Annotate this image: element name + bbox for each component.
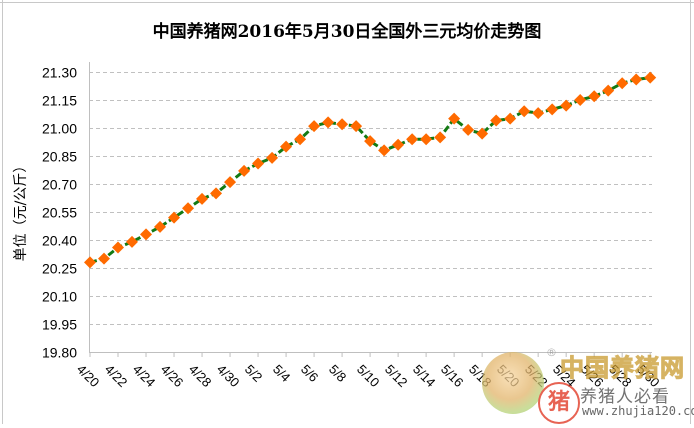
y-axis-tick-labels: 19.80 19.95 20.10 20.25 20.40 20.55 20.70 20.85… bbox=[42, 65, 77, 361]
y-tick-label: 21.15 bbox=[42, 93, 77, 109]
data-point-marker bbox=[350, 120, 363, 133]
data-point-marker bbox=[98, 252, 111, 265]
y-tick-label: 21.00 bbox=[42, 121, 77, 137]
data-point-marker bbox=[630, 73, 643, 86]
y-tick-label: 20.55 bbox=[42, 205, 77, 221]
x-tick-label: 5/6 bbox=[298, 362, 321, 385]
data-point-marker bbox=[308, 120, 321, 133]
data-point-marker bbox=[252, 157, 265, 170]
data-point-marker bbox=[224, 176, 237, 189]
x-tick-label: 4/28 bbox=[186, 362, 215, 391]
data-point-marker bbox=[266, 151, 279, 164]
y-tick-label: 19.95 bbox=[42, 317, 77, 333]
chart-title: 中国养猪网2016年5月30日全国外三元均价走势图 bbox=[152, 22, 542, 42]
y-tick-label: 20.85 bbox=[42, 149, 77, 165]
data-point-marker bbox=[462, 123, 475, 136]
y-tick-label: 21.30 bbox=[42, 65, 77, 81]
y-tick-label: 20.25 bbox=[42, 261, 77, 277]
data-point-marker bbox=[518, 105, 531, 118]
data-point-marker bbox=[532, 107, 545, 120]
data-point-marker bbox=[126, 235, 139, 248]
data-point-marker bbox=[602, 84, 615, 97]
data-point-marker bbox=[84, 256, 96, 269]
data-point-marker bbox=[406, 133, 419, 146]
x-axis-tick-labels: 4/20 4/22 4/24 4/26 4/28 4/30 5/2 5/4 5/6 5/8 5/10… bbox=[74, 362, 663, 391]
data-point-marker bbox=[420, 133, 433, 146]
data-point-marker bbox=[588, 90, 601, 103]
horizontal-gridlines bbox=[89, 72, 652, 325]
y-axis-label: 单位（元/公斤） bbox=[13, 158, 29, 262]
x-tick-label: 5/10 bbox=[354, 362, 383, 391]
y-tick-label: 20.10 bbox=[42, 289, 77, 305]
x-tick-label: 5/30 bbox=[634, 362, 663, 391]
x-tick-label: 5/18 bbox=[466, 362, 495, 391]
data-point-marker bbox=[504, 112, 517, 125]
y-tick-label: 20.40 bbox=[42, 233, 77, 249]
x-tick-label: 5/22 bbox=[522, 362, 551, 391]
data-point-marker bbox=[112, 241, 125, 254]
x-tick-label: 4/22 bbox=[102, 362, 131, 391]
data-point-marker bbox=[448, 112, 461, 125]
x-axis-ticks bbox=[89, 352, 651, 357]
data-point-marker bbox=[280, 140, 293, 153]
data-point-markers bbox=[84, 71, 657, 269]
data-point-marker bbox=[574, 94, 587, 106]
x-tick-label: 5/16 bbox=[438, 362, 467, 391]
data-point-marker bbox=[294, 133, 307, 146]
x-tick-label: 5/26 bbox=[578, 362, 607, 391]
data-point-marker bbox=[210, 187, 223, 200]
data-point-marker bbox=[154, 220, 167, 233]
data-point-marker bbox=[364, 135, 377, 148]
x-tick-label: 4/26 bbox=[158, 362, 187, 391]
data-point-marker bbox=[238, 164, 251, 177]
x-tick-label: 5/4 bbox=[270, 362, 293, 385]
data-point-marker bbox=[490, 114, 503, 127]
x-tick-label: 5/8 bbox=[326, 362, 349, 385]
data-point-marker bbox=[476, 127, 489, 140]
data-point-marker bbox=[546, 103, 559, 116]
x-tick-label: 4/20 bbox=[74, 362, 103, 391]
data-point-marker bbox=[644, 71, 657, 84]
data-point-marker bbox=[168, 211, 181, 224]
x-tick-label: 5/28 bbox=[606, 362, 635, 391]
data-point-marker bbox=[616, 77, 629, 90]
x-tick-label: 5/24 bbox=[550, 362, 579, 391]
y-tick-label: 20.70 bbox=[42, 177, 77, 193]
x-tick-label: 5/14 bbox=[410, 362, 439, 391]
x-tick-label: 5/2 bbox=[242, 362, 265, 385]
x-tick-label: 5/20 bbox=[494, 362, 523, 391]
data-point-marker bbox=[560, 99, 573, 112]
data-point-marker bbox=[196, 192, 209, 205]
data-point-marker bbox=[434, 131, 447, 144]
data-point-marker bbox=[140, 228, 153, 241]
x-tick-label: 4/30 bbox=[214, 362, 243, 391]
x-tick-label: 4/24 bbox=[130, 362, 159, 391]
x-tick-label: 5/12 bbox=[382, 362, 411, 391]
data-point-marker bbox=[336, 118, 349, 131]
data-point-marker bbox=[378, 144, 391, 157]
data-point-marker bbox=[392, 138, 405, 151]
data-point-marker bbox=[322, 116, 335, 129]
y-tick-label: 19.80 bbox=[42, 345, 77, 361]
data-point-marker bbox=[182, 202, 195, 215]
